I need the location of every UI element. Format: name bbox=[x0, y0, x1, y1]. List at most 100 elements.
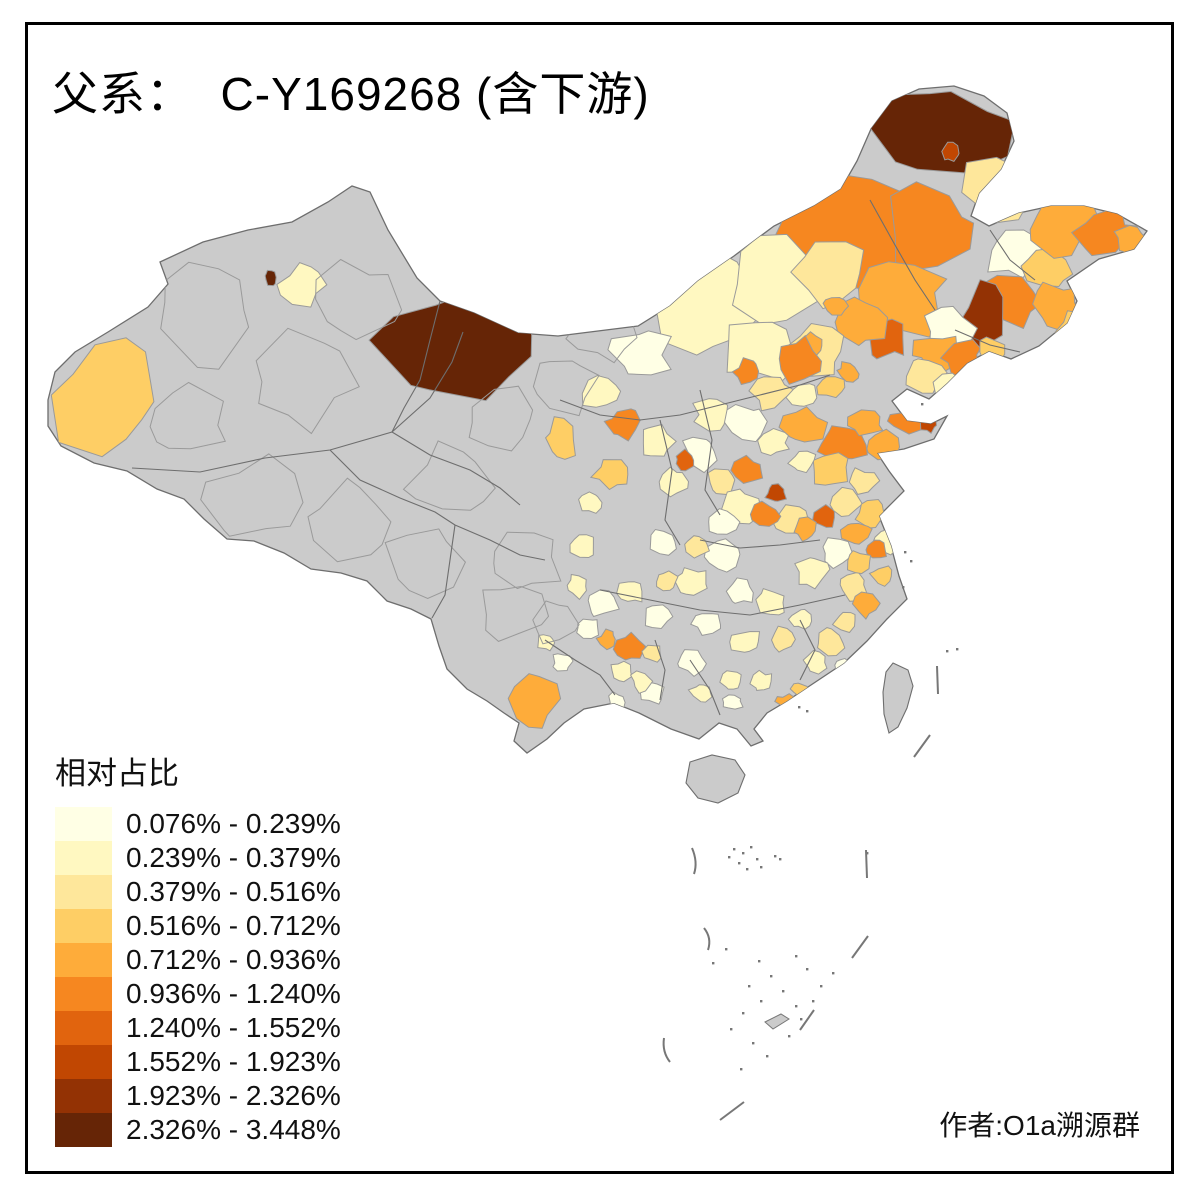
map-region-kunming-cream bbox=[552, 653, 574, 672]
map-region-dongying bbox=[846, 409, 884, 437]
map-region-heilongjiang-dark-spot bbox=[941, 141, 960, 163]
taiwan-island bbox=[882, 662, 914, 734]
province-borders bbox=[131, 199, 1036, 716]
map-region-chengdu-pale bbox=[566, 573, 587, 601]
map-region-wanzhou bbox=[656, 570, 679, 592]
map-region-wuxi bbox=[868, 565, 893, 587]
sea-dash-5 bbox=[662, 1037, 671, 1063]
sea-dash-9 bbox=[913, 734, 931, 758]
islet-dot bbox=[779, 858, 782, 861]
islet-dot bbox=[728, 856, 731, 859]
map-legend: 相对占比 0.076% - 0.239% 0.239% - 0.379% 0.379… bbox=[55, 748, 341, 1147]
map-region-nanping bbox=[816, 627, 846, 657]
map-region-luliang-dark bbox=[675, 448, 695, 472]
islet-dot bbox=[746, 868, 749, 871]
map-region-langfang bbox=[785, 383, 818, 407]
map-region-zibo-orange bbox=[816, 425, 868, 460]
map-region-chifeng bbox=[834, 296, 889, 347]
map-region-shangrao bbox=[770, 625, 796, 653]
map-region-xuzhou-pale bbox=[829, 486, 864, 518]
islet-dot bbox=[795, 1005, 798, 1008]
islet-dot bbox=[760, 1000, 763, 1003]
map-region-mianyang-cream bbox=[587, 589, 620, 618]
islet-dot bbox=[806, 968, 809, 971]
legend-swatch-9 bbox=[55, 1079, 112, 1113]
map-region-changsha-cream bbox=[689, 613, 721, 636]
map-region-heze-pale bbox=[786, 450, 817, 474]
legend-label-3: 0.379% - 0.516% bbox=[126, 876, 341, 907]
islet-dot bbox=[760, 866, 763, 869]
map-region-zhaoqing bbox=[687, 684, 713, 703]
map-region-na-hami bbox=[532, 360, 600, 417]
map-region-lishui bbox=[831, 611, 856, 634]
map-region-hefei-pale bbox=[794, 557, 831, 590]
islet-dot bbox=[946, 650, 949, 653]
map-region-linyi bbox=[848, 467, 881, 495]
legend-swatch-1 bbox=[55, 807, 112, 841]
islet-dot bbox=[774, 855, 777, 858]
map-region-ankang bbox=[684, 535, 711, 559]
map-region-wuwei-band bbox=[544, 416, 576, 460]
map-region-na-ngari bbox=[200, 453, 304, 537]
map-region-na-yushu bbox=[493, 531, 562, 590]
map-region-zhengzhou-orange bbox=[749, 500, 782, 527]
map-region-leshan-cream bbox=[576, 618, 600, 640]
map-region-urumqi-sliver bbox=[264, 269, 277, 287]
legend-swatch-5 bbox=[55, 943, 112, 977]
islet-dot bbox=[770, 975, 773, 978]
islet-dot bbox=[904, 551, 907, 554]
sea-dash-3 bbox=[703, 927, 711, 951]
map-region-nanyang-cream bbox=[708, 508, 741, 535]
islet-dot bbox=[795, 955, 798, 958]
map-region-yulin-orange bbox=[603, 408, 641, 442]
small-island-patches bbox=[764, 1013, 790, 1030]
islet-dot bbox=[748, 985, 751, 988]
map-region-yibin-orange bbox=[595, 628, 616, 651]
map-region-na-kunlun bbox=[149, 381, 227, 450]
islet-dot bbox=[766, 1055, 769, 1058]
map-region-zunyi-pale bbox=[629, 670, 654, 694]
islet-dot bbox=[742, 1012, 745, 1015]
map-region-anyang-orange bbox=[730, 454, 764, 484]
legend-row-5: 0.712% - 0.936% bbox=[55, 943, 341, 977]
map-region-tianshui-pale bbox=[569, 534, 594, 559]
map-region-na-chamdo bbox=[384, 528, 466, 600]
islet-dot bbox=[921, 403, 924, 406]
legend-swatch-8 bbox=[55, 1045, 112, 1079]
map-region-ulanqab-pale bbox=[731, 233, 826, 326]
map-region-ganzhou bbox=[719, 670, 742, 690]
map-region-dingxi-pale bbox=[578, 491, 603, 514]
islet-dot bbox=[832, 972, 835, 975]
sea-dash-2 bbox=[865, 849, 868, 879]
legend-row-3: 0.379% - 0.516% bbox=[55, 875, 341, 909]
map-region-qinhuangdao bbox=[836, 360, 860, 383]
map-region-xing-an-orange bbox=[822, 296, 850, 316]
map-region-wenzhou-orange bbox=[851, 591, 881, 620]
map-region-huangshan bbox=[787, 608, 813, 630]
islet-dot bbox=[738, 862, 741, 865]
islet-dot bbox=[750, 846, 753, 849]
legend-swatch-4 bbox=[55, 909, 112, 943]
map-region-jinan-orange bbox=[778, 406, 829, 443]
legend-label-5: 0.712% - 0.936% bbox=[126, 944, 341, 975]
islet-dot bbox=[752, 1042, 755, 1045]
map-region-ningbo bbox=[846, 550, 872, 575]
legend-label-8: 1.552% - 1.923% bbox=[126, 1046, 341, 1077]
islet-dot bbox=[712, 962, 715, 965]
small-island-1 bbox=[764, 1013, 790, 1030]
map-region-na-bayingol bbox=[315, 258, 403, 341]
map-region-jiujiang bbox=[755, 587, 785, 616]
map-region-jining bbox=[812, 452, 849, 486]
map-region-na-nagqu bbox=[307, 477, 392, 563]
map-region-lanzhou-band bbox=[589, 459, 629, 491]
map-region-chongqing-orange bbox=[612, 631, 647, 661]
china-choropleth-map bbox=[47, 85, 1148, 1121]
legend-swatch-6 bbox=[55, 977, 112, 1011]
islet-dot bbox=[725, 948, 728, 951]
map-region-na-lijiang bbox=[532, 600, 580, 645]
sea-dash-7 bbox=[799, 1009, 815, 1031]
islet-dot bbox=[788, 1035, 791, 1038]
sea-dash-6 bbox=[719, 1101, 745, 1121]
legend-row-2: 0.239% - 0.379% bbox=[55, 841, 341, 875]
map-region-hengshui bbox=[757, 427, 791, 457]
